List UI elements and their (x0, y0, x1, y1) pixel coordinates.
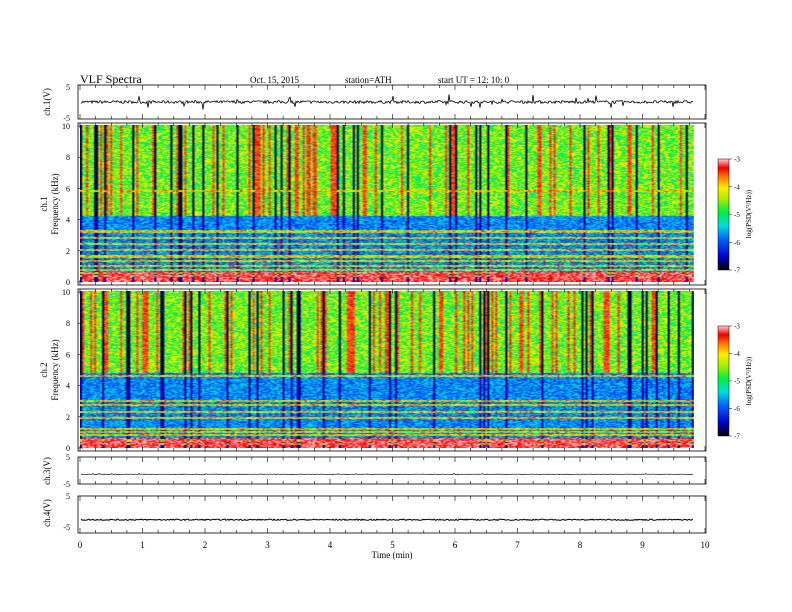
panel-ch2-spectrogram: ch.2 Frequency (kHz) 0 2 4 6 8 10 (39, 288, 707, 453)
ch1-trace (80, 94, 694, 110)
ch4-ytick-bottom: -5 (63, 523, 70, 532)
colorbar-ch1: -3 -4 -5 -6 -7 log(PSD(V²/Hz)) (717, 156, 753, 275)
ch1-ylabel: ch.1(V) (42, 88, 52, 116)
start-time-label: start UT = 12: 10: 0 (438, 75, 510, 85)
figure-title: VLF Spectra (80, 72, 142, 86)
colorbar-ch2-label: log(PSD(V²/Hz)) (745, 356, 753, 405)
colorbar-ch1-label: log(PSD(V²/Hz)) (745, 189, 753, 238)
y-tick-label: 4 (66, 382, 70, 391)
colorbar-ch1-scale (717, 158, 730, 271)
panel-ch1-waveform: ch.1(V) 5 -5 (42, 83, 707, 123)
x-tick-label: 5 (390, 540, 395, 550)
colorbar-ch2-scale (717, 325, 730, 437)
x-tick-label: 6 (453, 540, 458, 550)
x-tick-label: 10 (701, 540, 711, 550)
y-tick-label: 6 (66, 184, 70, 193)
ch3-ytick-top: 5 (66, 453, 70, 462)
colorbar-tick-label: -5 (734, 211, 740, 219)
colorbar-tick-label: -7 (734, 267, 740, 275)
colorbar-tick-label: -6 (734, 239, 740, 247)
ch3-trace (80, 473, 694, 476)
x-tick-label: 4 (328, 540, 333, 550)
x-tick-label: 0 (78, 540, 83, 550)
ch1-frame (77, 84, 707, 120)
y-tick-label: 6 (66, 350, 70, 359)
panel-ch4-waveform: ch.4(V) 5 -5 (42, 492, 707, 534)
panel-ch3-waveform: ch.3(V) 5 -5 (42, 453, 707, 489)
y-tick-label: 0 (66, 444, 70, 453)
colorbar-tick-label: -3 (734, 156, 740, 164)
ch1-ytick-top: 5 (66, 83, 70, 92)
ch1-spec-frame (77, 122, 707, 286)
ch2-spectrogram-image (80, 291, 694, 448)
x-axis-label: Time (min) (372, 550, 413, 560)
ch3-ytick-bottom: -5 (63, 480, 70, 489)
ch4-frame (77, 495, 707, 534)
x-tick-label: 8 (578, 540, 583, 550)
ch1-spec-ylabel: Frequency (kHz) (50, 173, 60, 234)
x-tick-label: 3 (265, 540, 270, 550)
colorbar-tick-label: -4 (734, 350, 740, 358)
colorbar-tick-label: -5 (734, 378, 740, 386)
station-label: station=ATH (345, 75, 392, 85)
y-tick-label: 10 (62, 122, 70, 131)
x-tick-labels: 0 1 2 3 4 5 6 7 8 9 10 (78, 540, 710, 550)
colorbar-tick-label: -4 (734, 183, 740, 191)
x-tick-label: 9 (640, 540, 645, 550)
y-tick-label: 2 (66, 413, 70, 422)
colorbar-tick-label: -7 (734, 433, 740, 441)
ch1-ytick-bottom: -5 (63, 114, 70, 123)
ch1-spectrogram-image (80, 125, 694, 282)
x-tick-label: 2 (203, 540, 208, 550)
date-label: Oct. 15, 2015 (250, 75, 299, 85)
ch3-ylabel: ch.3(V) (42, 457, 52, 485)
y-tick-label: 4 (66, 216, 70, 225)
ch4-trace (80, 518, 694, 522)
ch4-ylabel: ch.4(V) (42, 499, 52, 527)
y-tick-label: 0 (66, 278, 70, 287)
y-tick-label: 8 (66, 319, 70, 328)
ch2-spec-yticks: 0 2 4 6 8 10 (62, 288, 83, 453)
panel-ch1-spectrogram: ch.1 Frequency (kHz) 0 2 4 6 8 10 (39, 122, 707, 287)
x-tick-label: 1 (140, 540, 145, 550)
y-tick-label: 2 (66, 247, 70, 256)
colorbar-ch2: -3 -4 -5 -6 -7 log(PSD(V²/Hz)) (717, 323, 753, 441)
ch2-spec-channel: ch.2 (39, 362, 49, 377)
ch1-spec-channel: ch.1 (39, 196, 49, 211)
ch3-frame (77, 456, 707, 485)
ch2-spec-ylabel: Frequency (kHz) (50, 339, 60, 400)
ch4-ytick-top: 5 (66, 492, 70, 501)
colorbar-tick-label: -6 (734, 405, 740, 413)
colorbar-tick-label: -3 (734, 323, 740, 331)
colorbar-ch2-ticks: -3 -4 -5 -6 -7 (729, 323, 740, 441)
ch1-spec-yticks: 0 2 4 6 8 10 (62, 122, 83, 287)
x-tick-label: 7 (515, 540, 520, 550)
y-tick-label: 8 (66, 153, 70, 162)
x-ticks (79, 85, 706, 533)
ch2-spec-frame (77, 288, 707, 452)
y-tick-label: 10 (62, 288, 70, 297)
colorbar-ch1-ticks: -3 -4 -5 -6 -7 (729, 156, 740, 275)
